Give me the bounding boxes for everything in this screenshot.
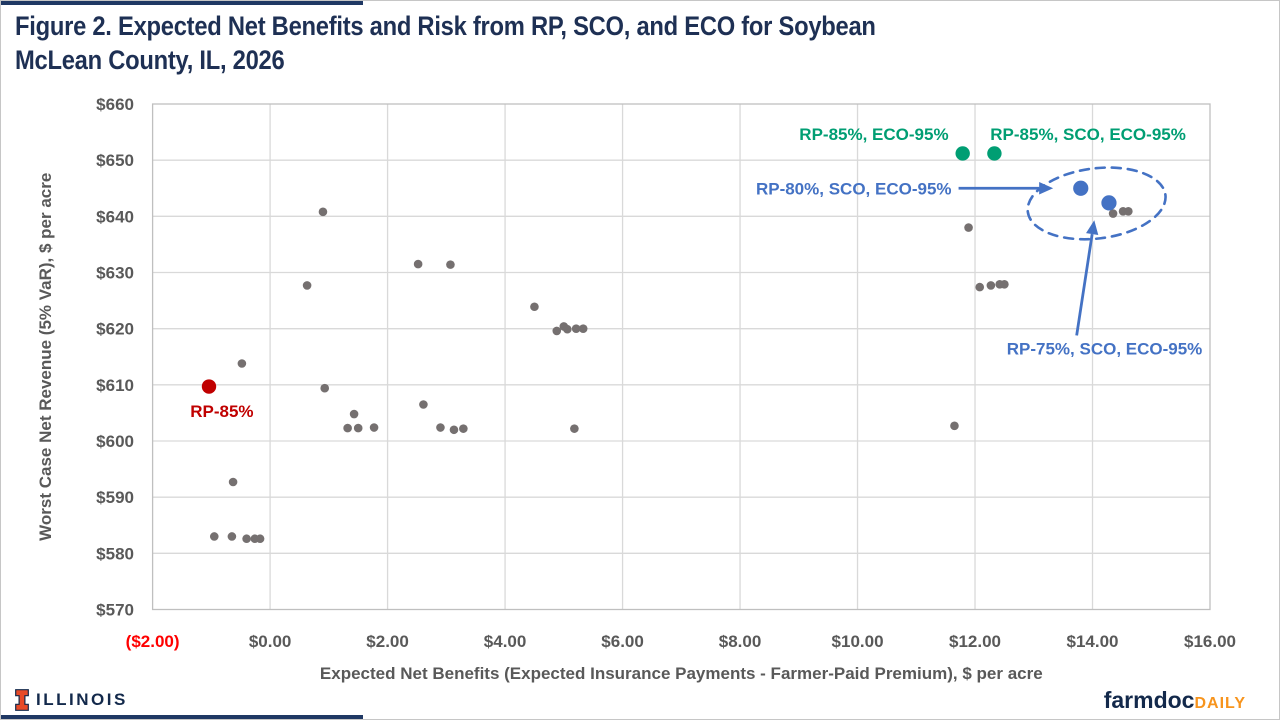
x-tick-label: $14.00 [1067,632,1119,651]
data-point-other-plan-combinations [552,326,562,336]
y-tick-label: $590 [96,488,134,507]
x-tick-label: $16.00 [1184,632,1236,651]
data-point-other-plan-combinations [209,532,219,541]
data-point-other-plan-combinations [1124,206,1133,216]
data-point-other-plan-combinations [1108,209,1118,218]
x-tick-label: $6.00 [601,632,644,651]
data-point-other-plan-combinations [570,424,579,433]
x-tick-label: $12.00 [949,632,1001,651]
figure-title-line2: McLean County, IL, 2026 [15,45,285,75]
data-point-other-plan-combinations [302,281,312,290]
x-tick-label: $8.00 [719,632,762,651]
farmdocdaily-logo: farmdoc DAILY [1104,687,1246,714]
x-tick-label: $0.00 [249,632,292,651]
data-point-other-plan-combinations [237,359,247,368]
data-point-rp-85%-eco-95%-highlights [955,146,970,161]
data-point-other-plan-combinations [318,207,328,217]
data-point-other-plan-combinations [320,383,330,393]
annotation-arrowhead [1086,220,1099,236]
data-point-other-plan-combinations [964,223,973,232]
annotation-label: RP-85% [190,402,253,421]
data-point-other-plan-combinations [369,423,379,432]
data-point-other-plan-combinations [578,324,588,333]
illinois-logo: ILLINOIS [15,689,128,711]
annotation-label: RP-80%, SCO, ECO-95% [756,179,952,198]
annotation-label: RP-85%, ECO-95% [799,125,948,144]
data-point-other-plan-combinations [571,324,581,333]
data-point-other-plan-combinations [227,532,237,541]
highlight-ellipse [1026,166,1167,241]
data-point-rp-85%-eco-95%-highlights [987,146,1002,161]
y-tick-label: $580 [96,544,134,563]
data-point-other-plan-combinations [986,281,996,290]
x-tick-label: $2.00 [366,632,409,651]
data-point-rp-85% [201,379,217,394]
illinois-wordmark: ILLINOIS [36,690,128,709]
y-tick-label: $660 [96,95,134,114]
farmdoc-wordmark: farmdoc [1103,687,1195,713]
annotation-arrow-shaft [1075,233,1094,336]
data-point-other-plan-combinations [446,260,455,269]
daily-wordmark: DAILY [1194,695,1246,712]
data-point-other-plan-combinations [242,534,251,544]
y-tick-label: $620 [96,320,134,339]
y-tick-label: $570 [96,601,134,620]
figure-title: Figure 2. Expected Net Benefits and Risk… [15,9,983,77]
data-point-other-plan-combinations [459,424,468,433]
data-point-other-plan-combinations [530,302,539,312]
y-axis-title: Worst Case Net Revenue (5% VaR), $ per a… [36,173,55,541]
data-point-other-plan-combinations [228,477,238,487]
annotation-label: RP-75%, SCO, ECO-95% [1007,339,1203,358]
data-point-rp-sco-eco-95%-highlights [1101,195,1117,211]
y-tick-label: $630 [96,264,134,283]
data-point-other-plan-combinations [419,400,428,409]
y-tick-label: $610 [96,376,134,395]
data-point-rp-sco-eco-95%-highlights [1073,180,1089,196]
data-point-other-plan-combinations [950,421,959,431]
data-point-other-plan-combinations [436,423,445,432]
scatter-chart: $570 $580 $590 $600 $610 $620 $630 $640 $650 $660… [36,95,1236,683]
data-point-other-plan-combinations [343,423,352,433]
plot-border [151,103,1211,611]
x-axis-title: Expected Net Benefits (Expected Insuranc… [320,664,1043,683]
x-tick-label: $10.00 [832,632,884,651]
annotation-arrowhead [1039,182,1054,195]
bottom-accent-bar [1,715,363,719]
y-tick-label: $650 [96,151,134,170]
data-point-other-plan-combinations [1000,279,1009,289]
data-point-other-plan-combinations [349,409,359,419]
data-point-other-plan-combinations [353,423,363,433]
block-i-icon [15,689,29,711]
data-point-other-plan-combinations [563,324,572,334]
data-point-other-plan-combinations [449,425,459,435]
annotation-label: RP-85%, SCO, ECO-95% [990,125,1186,144]
data-point-other-plan-combinations [255,534,265,544]
x-tick-label: ($2.00) [126,632,180,651]
top-accent-bar [1,1,363,5]
data-point-other-plan-combinations [413,259,423,269]
figure-title-line1: Figure 2. Expected Net Benefits and Risk… [15,11,876,41]
y-tick-label: $640 [96,207,134,226]
x-tick-label: $4.00 [484,632,527,651]
y-tick-label: $600 [96,432,134,451]
data-point-other-plan-combinations [975,282,985,292]
